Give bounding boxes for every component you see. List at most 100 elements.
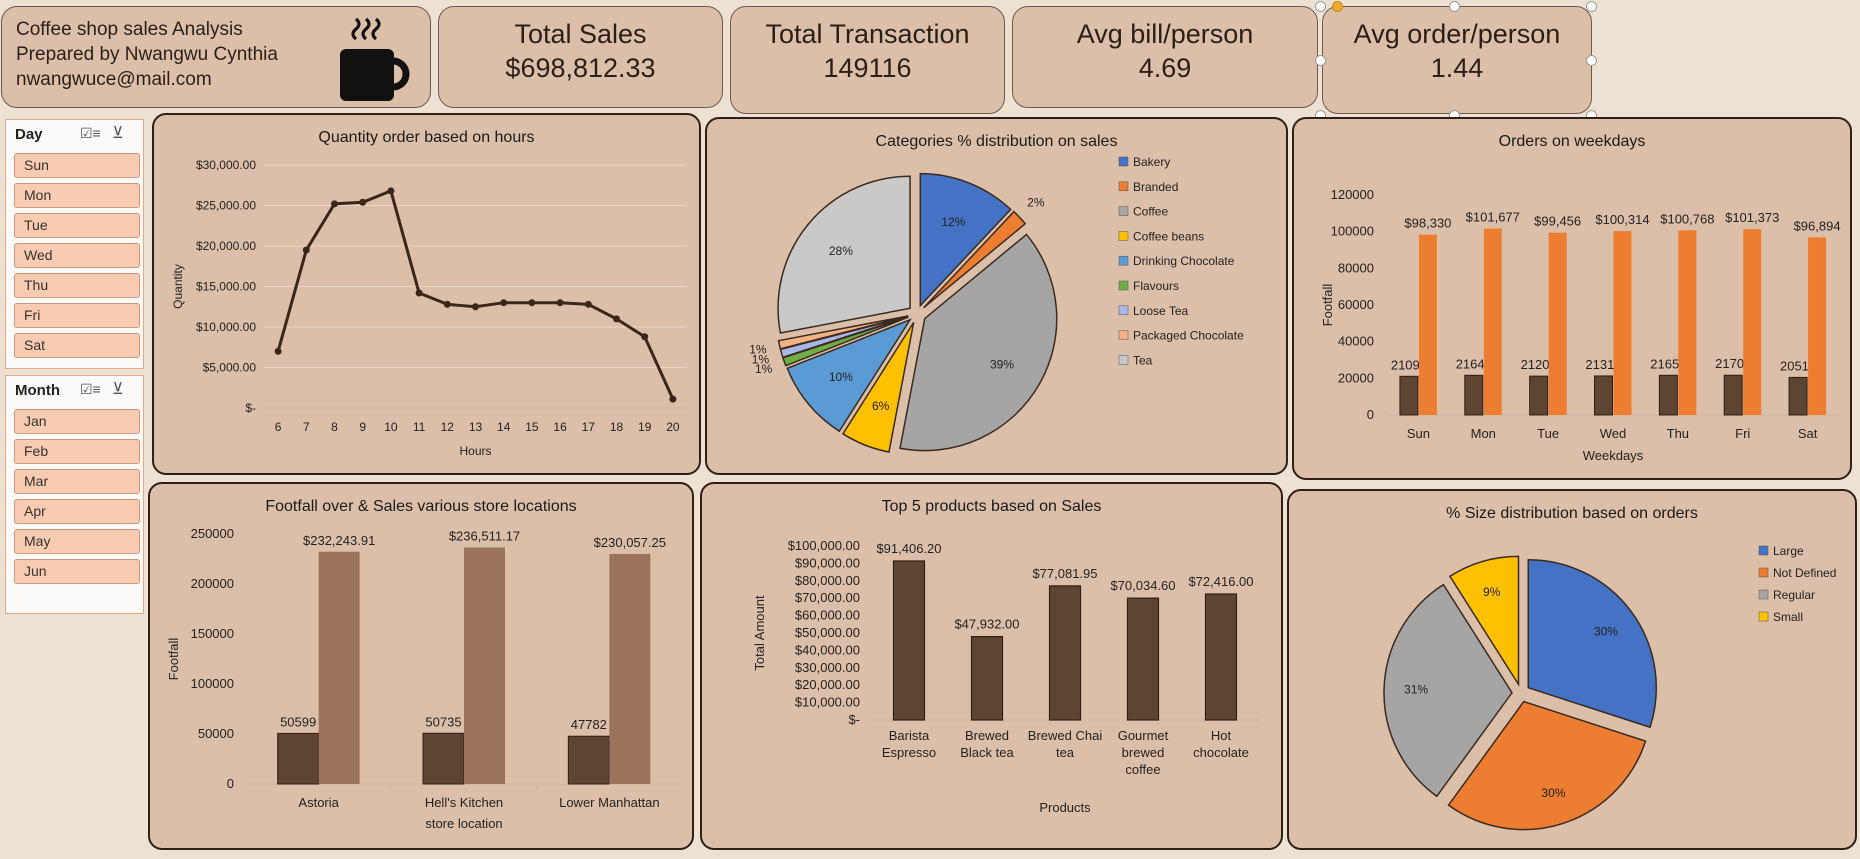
legend-swatch xyxy=(1118,330,1129,340)
slicer-item-mon[interactable]: Mon xyxy=(14,183,140,208)
slicer-title: Day xyxy=(15,126,43,143)
sizes-pie-chart: 30% 30% 31% 9% Large Not Defined Regular Small xyxy=(1383,544,1836,831)
data-point xyxy=(331,200,338,208)
chart-title: Categories % distribution on sales xyxy=(875,133,1118,150)
clear-filter-icon[interactable]: ⊻ xyxy=(112,125,124,142)
x-tick-label: Lower Manhattan xyxy=(559,795,659,810)
slice-label: 1% xyxy=(749,343,767,357)
slicer-item-apr[interactable]: Apr xyxy=(14,499,140,524)
kpi-value: $698,812.33 xyxy=(505,53,656,83)
bar xyxy=(1788,376,1808,416)
y-tick-label: $10,000.00 xyxy=(795,695,860,710)
resize-handle[interactable] xyxy=(1586,1,1597,12)
legend-entry: Small xyxy=(1773,610,1803,624)
x-tick-label: Sat xyxy=(1798,426,1818,441)
y-tick-label: 200000 xyxy=(191,576,234,591)
x-tick-label: Wed xyxy=(1600,426,1627,441)
y-tick-label: 100000 xyxy=(191,676,234,691)
data-label: $232,243.91 xyxy=(303,533,375,548)
data-label: $98,330 xyxy=(1404,216,1451,231)
slice-label: 30% xyxy=(1541,786,1565,800)
slicer-item-mar[interactable]: Mar xyxy=(14,469,140,494)
data-point xyxy=(274,347,282,355)
slice-label: 31% xyxy=(1404,683,1428,697)
y-tick-label: $40,000.00 xyxy=(795,642,860,657)
categories-pie-chart: 12%2%39%6%10%1%1%1%28%BakeryBrandedCoffe… xyxy=(749,155,1244,453)
resize-handle[interactable] xyxy=(1315,55,1326,66)
resize-handle[interactable] xyxy=(1449,1,1460,12)
x-tick-label: 19 xyxy=(638,420,652,434)
data-label: $96,894 xyxy=(1794,218,1841,233)
data-label: $236,511.17 xyxy=(449,528,520,543)
y-tick-label: 0 xyxy=(227,776,234,791)
data-label: $91,406.20 xyxy=(876,541,941,556)
legend-swatch xyxy=(1118,231,1129,241)
x-tick-label: Brewed Chai tea xyxy=(1028,728,1103,760)
slice-label: 9% xyxy=(1483,585,1501,599)
products-chart-card: Top 5 products based on Sales $- $10,000.… xyxy=(700,482,1283,850)
weekdays-bar-chart: 0 20000 40000 60000 80000 100000 120000 21096 $9… xyxy=(1320,187,1841,463)
legend-entry: Branded xyxy=(1133,180,1178,194)
bar xyxy=(1808,237,1827,415)
data-point xyxy=(443,300,451,308)
data-point xyxy=(415,289,423,297)
y-tick-label: 150000 xyxy=(191,626,234,641)
slicer-item-thu[interactable]: Thu xyxy=(14,273,140,298)
pie-slice xyxy=(1383,583,1513,798)
legend-entry: Loose Tea xyxy=(1133,304,1188,318)
weekdays-chart-card: Orders on weekdays 0 20000 40000 60000 80000… xyxy=(1292,117,1852,480)
data-label: $100,314 xyxy=(1595,212,1649,227)
x-tick-label: Hell's Kitchen xyxy=(425,795,503,810)
clear-filter-icon[interactable]: ⊻ xyxy=(112,381,124,398)
kpi-value: 1.44 xyxy=(1430,53,1484,83)
data-point xyxy=(641,333,649,341)
legend-swatch xyxy=(1118,206,1129,216)
resize-handle[interactable] xyxy=(1315,1,1326,12)
rotate-handle[interactable] xyxy=(1332,1,1343,12)
kpi-total-sales: Total Sales $698,812.33 xyxy=(438,6,723,108)
data-label: $77,081.95 xyxy=(1032,566,1097,581)
legend-swatch xyxy=(1118,305,1129,316)
kpi-avg-order[interactable]: Avg order/person 1.44 xyxy=(1322,6,1592,114)
legend-swatch xyxy=(1758,545,1769,556)
slicer-item-jun[interactable]: Jun xyxy=(14,559,140,584)
legend-entry: Large xyxy=(1773,544,1804,558)
slicer-item-may[interactable]: May xyxy=(14,529,140,554)
y-tick-label: $60,000.00 xyxy=(795,608,860,623)
data-point xyxy=(613,315,620,323)
multi-select-icon[interactable]: ☑≡ xyxy=(80,125,101,141)
y-tick-label: 80000 xyxy=(1338,260,1374,275)
bar xyxy=(1743,229,1762,415)
slicer-item-wed[interactable]: Wed xyxy=(14,243,140,268)
slicer-item-feb[interactable]: Feb xyxy=(14,439,140,464)
data-label: 21643 xyxy=(1456,356,1492,371)
legend-swatch xyxy=(1758,567,1769,578)
slicer-item-sun[interactable]: Sun xyxy=(14,153,140,178)
pie-slice xyxy=(923,210,1027,309)
resize-handle[interactable] xyxy=(1586,55,1597,66)
data-label: 20510 xyxy=(1780,358,1816,373)
legend-entry: Flavours xyxy=(1133,279,1179,293)
kpi-value: 4.69 xyxy=(1138,53,1192,83)
x-tick-label: Brewed Black tea xyxy=(960,728,1014,760)
data-point xyxy=(669,395,677,403)
legend-swatch xyxy=(1758,611,1769,622)
slicer-item-sat[interactable]: Sat xyxy=(14,333,140,358)
x-tick-label: 7 xyxy=(303,420,310,434)
data-label: 47782 xyxy=(571,717,607,732)
slicer-item-jan[interactable]: Jan xyxy=(14,409,140,434)
y-tick-label: $30,000.00 xyxy=(795,660,860,675)
y-tick-label: $80,000.00 xyxy=(795,573,860,588)
bar xyxy=(1464,374,1484,416)
author-line: Prepared by Nwangwu Cynthia xyxy=(16,44,278,65)
data-point xyxy=(556,299,564,307)
slice-label: 6% xyxy=(872,399,890,413)
slice-label: 1% xyxy=(752,352,770,366)
pie-slice xyxy=(899,233,1058,452)
title-card: Coffee shop sales Analysis Prepared by N… xyxy=(1,6,431,108)
pie-slice xyxy=(786,318,912,433)
x-tick-label: 18 xyxy=(610,420,624,434)
multi-select-icon[interactable]: ☑≡ xyxy=(80,381,101,397)
slicer-item-tue[interactable]: Tue xyxy=(14,213,140,238)
slicer-item-fri[interactable]: Fri xyxy=(14,303,140,328)
